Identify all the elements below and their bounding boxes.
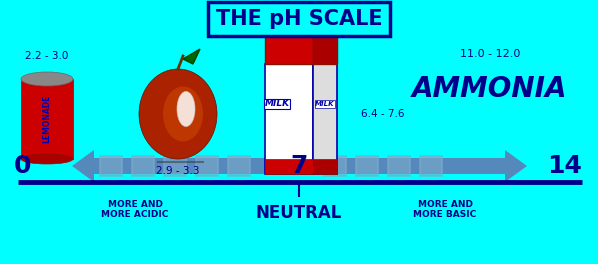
Text: AMMONIA: AMMONIA bbox=[412, 75, 568, 103]
Ellipse shape bbox=[21, 72, 73, 86]
Polygon shape bbox=[72, 150, 94, 182]
Text: THE pH SCALE: THE pH SCALE bbox=[216, 9, 382, 29]
Bar bbox=[265, 159, 313, 174]
Bar bbox=[265, 32, 313, 64]
Polygon shape bbox=[183, 49, 200, 64]
Text: 7: 7 bbox=[290, 154, 308, 178]
Text: NEUTRAL: NEUTRAL bbox=[256, 204, 342, 222]
Text: MORE AND
MORE ACIDIC: MORE AND MORE ACIDIC bbox=[101, 200, 169, 219]
Bar bbox=[21, 79, 73, 159]
Text: 11.0 - 12.0: 11.0 - 12.0 bbox=[460, 49, 520, 59]
Polygon shape bbox=[265, 29, 313, 32]
Bar bbox=[316, 158, 505, 174]
Bar bbox=[265, 64, 313, 174]
Ellipse shape bbox=[163, 87, 203, 142]
Text: 14: 14 bbox=[547, 154, 582, 178]
Bar bbox=[324, 156, 346, 176]
Ellipse shape bbox=[177, 92, 195, 126]
Bar bbox=[90, 158, 282, 174]
Text: 6.4 - 7.6: 6.4 - 7.6 bbox=[361, 109, 404, 119]
Bar bbox=[313, 64, 337, 174]
Bar bbox=[100, 156, 122, 176]
Text: 2.9 - 3.3: 2.9 - 3.3 bbox=[156, 166, 200, 176]
Bar bbox=[420, 156, 442, 176]
Text: MILK: MILK bbox=[315, 101, 335, 107]
Bar bbox=[132, 156, 154, 176]
Bar bbox=[196, 156, 218, 176]
Bar bbox=[313, 159, 337, 174]
Bar bbox=[356, 156, 378, 176]
Ellipse shape bbox=[139, 69, 217, 159]
Text: MORE AND
MORE BASIC: MORE AND MORE BASIC bbox=[413, 200, 477, 219]
Bar bbox=[164, 156, 186, 176]
Text: 2.2 - 3.0: 2.2 - 3.0 bbox=[25, 51, 69, 61]
Polygon shape bbox=[505, 150, 527, 182]
Bar bbox=[228, 156, 250, 176]
Bar bbox=[313, 32, 337, 64]
Ellipse shape bbox=[21, 154, 73, 164]
Bar bbox=[388, 156, 410, 176]
Text: 0: 0 bbox=[14, 154, 32, 178]
Text: LEMONADE: LEMONADE bbox=[42, 95, 51, 143]
Text: MILK: MILK bbox=[264, 100, 289, 109]
